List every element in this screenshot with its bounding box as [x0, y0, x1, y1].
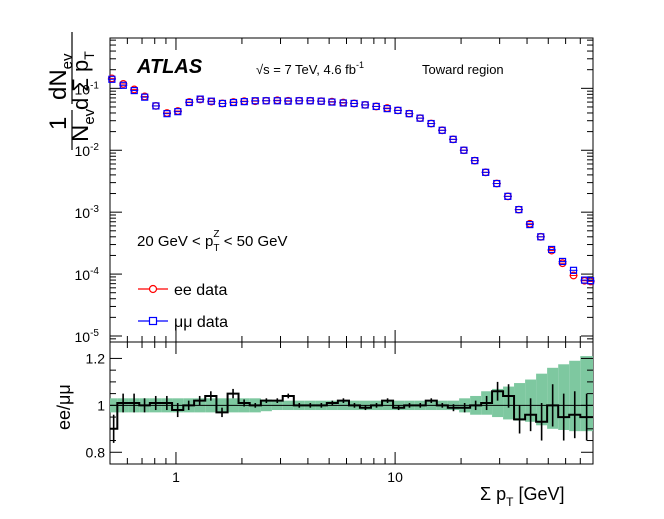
- mumu-point: [284, 97, 292, 105]
- systematic-band-bin: [514, 383, 526, 421]
- y-tick-label-main: 10-3: [75, 204, 100, 221]
- mumu-point: [185, 98, 193, 107]
- mumu-point: [471, 157, 479, 165]
- mumu-point: [141, 93, 149, 101]
- y-tick-label-main: 10-1: [75, 80, 100, 97]
- mumu-point: [108, 75, 116, 83]
- mumu-point: [130, 86, 138, 95]
- mumu-point: [240, 98, 248, 106]
- mumu-point: [295, 97, 303, 105]
- mumu-point: [218, 99, 227, 108]
- mumu-point: [394, 106, 402, 115]
- mumu-point: [586, 277, 595, 285]
- mumu-point: [416, 114, 424, 122]
- mumu-point: [273, 97, 281, 105]
- mumu-point: [383, 105, 391, 113]
- mumu-point: [537, 233, 545, 241]
- mumu-point: [317, 97, 325, 105]
- legend-label-ee: ee data: [174, 282, 227, 299]
- main-y-axis-label: 1 Nev dNev d Σ pT: [45, 32, 98, 150]
- y-tick-label-ratio: 0.8: [86, 444, 106, 460]
- legend-marker-ee: [148, 284, 158, 294]
- mumu-point: [152, 102, 160, 110]
- legend-entry-ee: ee data: [138, 282, 227, 299]
- mumu-point: [163, 110, 171, 118]
- mumu-point: [306, 97, 314, 105]
- region-label: Toward region: [422, 62, 504, 77]
- y-label-one: 1: [45, 117, 72, 130]
- y-tick-label-main: 10-4: [75, 266, 100, 283]
- ratio-y-axis-label: ee/μμ: [54, 384, 74, 430]
- mumu-point: [449, 135, 457, 143]
- mumu-point: [515, 206, 523, 214]
- y-tick-label-ratio: 1.2: [86, 350, 106, 366]
- legend-marker-mumu: [148, 316, 158, 326]
- mumu-point: [361, 101, 369, 109]
- y-label-denominator: d Σ pT: [68, 51, 97, 110]
- legend: ee data μμ data: [138, 282, 228, 331]
- mumu-point: [262, 97, 270, 105]
- systematic-band-bin: [536, 373, 548, 426]
- mumu-point: [251, 97, 259, 105]
- y-tick-label-main: 10-5: [75, 328, 100, 345]
- mumu-point: [196, 95, 204, 103]
- mumu-point: [493, 179, 501, 188]
- x-axis-label: Σ pT [GeV]: [480, 484, 565, 509]
- mumu-point: [460, 146, 468, 154]
- atlas-label: ATLAS: [136, 56, 203, 78]
- mumu-point: [427, 119, 435, 128]
- ee-point: [569, 271, 578, 280]
- energy-label: √s = 7 TeV, 4.6 fb-1: [256, 60, 364, 77]
- x-tick-label: 1: [172, 469, 180, 485]
- mumu-point: [328, 98, 336, 106]
- y-tick-label-ratio: 1: [97, 397, 105, 413]
- ratio-step-line: [110, 390, 593, 430]
- mumu-point: [372, 102, 380, 111]
- y-tick-label-main: 10-2: [75, 142, 100, 159]
- mumu-point: [558, 257, 567, 266]
- mumu-point: [350, 99, 358, 108]
- selection-label: 20 GeV < pTZ < 50 GeV: [137, 229, 288, 254]
- ratio-step-layer: [110, 381, 593, 443]
- mumu-point: [339, 99, 347, 107]
- mumu-point: [482, 168, 490, 176]
- mumu-point: [174, 108, 182, 116]
- mumu-series-layer: [107, 75, 595, 285]
- x-tick-label: 10: [387, 469, 403, 485]
- mumu-point: [438, 126, 446, 134]
- y-label-norm: Nev: [67, 108, 98, 142]
- mumu-point: [548, 245, 556, 254]
- legend-label-mumu: μμ data: [174, 314, 228, 331]
- mumu-point: [526, 220, 534, 229]
- mumu-point: [405, 110, 413, 118]
- mumu-point: [569, 266, 578, 274]
- mumu-point: [207, 97, 215, 105]
- systematic-band-bin: [492, 388, 504, 418]
- mumu-point: [119, 81, 127, 89]
- mumu-point: [504, 192, 512, 200]
- mumu-point: [229, 98, 238, 107]
- axis-ticks-layer: 1 10 10-1 10-2 10-3 10-4 10-5 0.8 1 1.2: [75, 38, 594, 485]
- legend-entry-mumu: μμ data: [138, 314, 228, 331]
